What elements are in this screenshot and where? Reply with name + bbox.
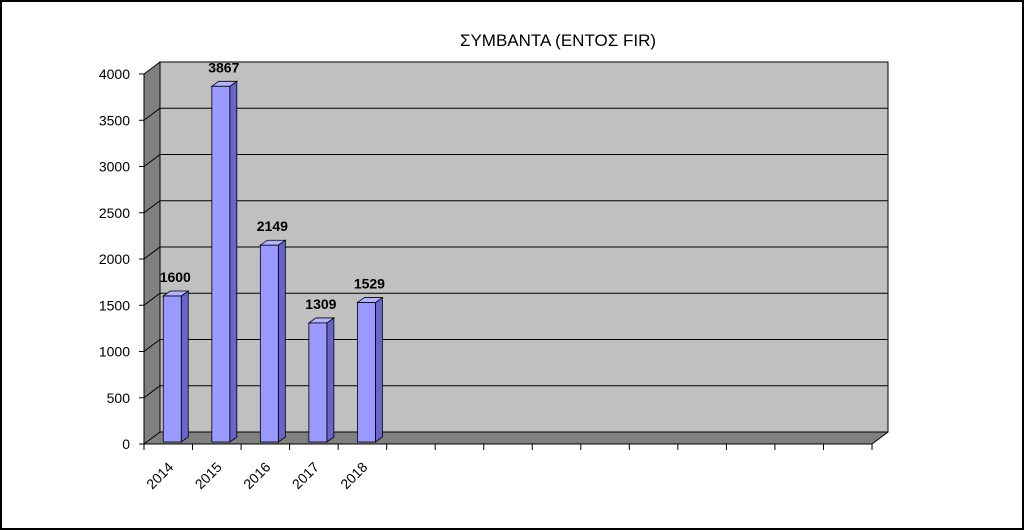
chart-walls — [144, 62, 888, 444]
bar-front — [259, 244, 279, 443]
bar-side — [180, 290, 189, 443]
x-tick-label: 2014 — [143, 459, 176, 492]
floor — [144, 432, 888, 444]
y-tick-label: 2500 — [99, 205, 130, 221]
gridline-side — [143, 107, 161, 121]
bar — [356, 296, 384, 443]
x-tick-label: 2017 — [289, 459, 322, 492]
bar-side — [326, 317, 335, 443]
data-label: 1600 — [160, 269, 191, 285]
data-label: 3867 — [208, 59, 239, 75]
gridline-side — [143, 385, 161, 399]
data-labels: 1600 3867 2149 1309 1529 — [160, 59, 385, 312]
y-tick-label: 4000 — [99, 66, 130, 82]
y-tick-label: 0 — [122, 436, 130, 452]
gridline-side — [143, 246, 161, 260]
data-label: 1309 — [305, 296, 336, 312]
gridline-side — [143, 200, 161, 214]
y-tick-label: 3000 — [99, 159, 130, 175]
x-tick-label: 2016 — [240, 459, 273, 492]
x-axis-depth-edge — [871, 431, 889, 445]
bar-front — [211, 85, 231, 443]
gridline-side — [143, 431, 161, 445]
bar-side — [374, 296, 383, 443]
bar-side — [277, 239, 286, 443]
gridline-side — [143, 292, 161, 306]
data-label: 2149 — [257, 218, 288, 234]
bar-side — [229, 80, 238, 443]
y-tick-label: 500 — [107, 390, 131, 406]
bar — [162, 290, 190, 443]
chart-title: ΣΥΜΒΑΝΤΑ (ΕΝΤΟΣ FIR) — [460, 31, 656, 50]
bar-front — [162, 295, 182, 443]
back-wall-border — [159, 61, 889, 433]
y-tick-label: 1000 — [99, 344, 130, 360]
gridline-side — [143, 154, 161, 167]
bar-front — [308, 322, 328, 443]
gridline-side — [143, 61, 161, 75]
x-tick-label: 2018 — [337, 459, 370, 492]
y-axis: 0 500 1000 1500 2000 2500 3000 3500 4000 — [99, 66, 145, 452]
bar — [259, 239, 287, 443]
gridline-side — [143, 339, 161, 352]
x-tick-label: 2015 — [192, 459, 225, 492]
y-tick-label: 3500 — [99, 112, 130, 128]
bars — [162, 80, 384, 443]
bar — [307, 317, 336, 443]
y-tick-label: 1500 — [99, 297, 130, 313]
bar-front — [356, 302, 376, 443]
data-label: 1529 — [354, 276, 385, 292]
bar — [210, 80, 239, 443]
y-tick-label: 2000 — [99, 251, 130, 267]
